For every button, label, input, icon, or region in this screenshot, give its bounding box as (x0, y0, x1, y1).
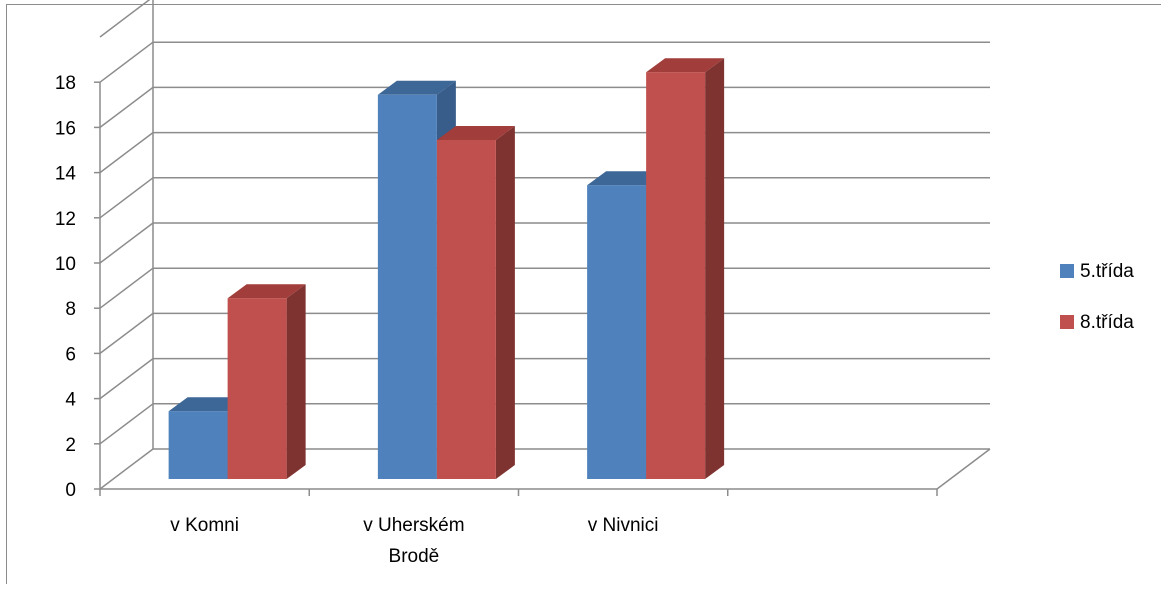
bar-front-face (646, 72, 706, 479)
x-category-label: v Komni (170, 515, 239, 536)
gridline-side (99, 222, 154, 264)
y-tick-label: 4 (65, 390, 76, 411)
gridline-side (99, 132, 154, 174)
y-tick-label: 14 (55, 164, 77, 185)
chart-frame (6, 4, 1161, 584)
bar-side-face (495, 126, 515, 479)
legend-label: 5.třída (1080, 261, 1134, 282)
bar-front-face (227, 298, 287, 479)
legend-label: 8.třída (1080, 312, 1134, 333)
gridline-side (99, 267, 154, 309)
gridline-side (99, 403, 154, 445)
y-tick-label: 10 (55, 254, 76, 275)
bar-front-face (168, 411, 228, 479)
bar-top-face (587, 171, 666, 186)
x-category-label: v Uherském (363, 515, 464, 536)
y-tick-label: 18 (55, 73, 76, 94)
bar-top-face (646, 58, 725, 73)
bar-top-face (227, 284, 306, 299)
bar-top-face (377, 80, 456, 95)
bar-side-face (705, 58, 725, 479)
bar (227, 284, 306, 479)
bar-top-face (436, 126, 515, 140)
y-tick-label: 8 (65, 299, 76, 320)
chart-walls (99, 0, 154, 489)
gridline-side (99, 312, 154, 354)
axes (94, 81, 991, 496)
floor-right-edge (936, 448, 991, 490)
bar-front-face (377, 94, 437, 480)
gridline-side (99, 41, 154, 83)
bar-front-face (436, 140, 496, 479)
gridline-side (99, 177, 154, 219)
gridline-side (99, 448, 154, 490)
gridlines (99, 0, 990, 490)
y-axis-tick-labels: 0 2 4 6 8 10 12 14 16 18 (55, 73, 77, 501)
gridline-side (99, 0, 151, 38)
y-tick-label: 0 (65, 480, 76, 501)
legend-swatch (1060, 264, 1074, 278)
bar-front-face (587, 185, 647, 479)
gridline-side (99, 358, 154, 400)
y-tick-label: 12 (55, 209, 76, 230)
gridline-side (99, 86, 154, 128)
x-category-label: v Nivnici (588, 515, 659, 536)
y-tick-label: 6 (65, 344, 76, 365)
y-tick-label: 2 (65, 435, 76, 456)
bar (436, 126, 515, 479)
bars (168, 58, 725, 480)
x-axis-category-labels: v Komni v Uherském Brodě v Nivnici (170, 515, 658, 567)
bar-side-face (286, 284, 306, 479)
bar (646, 58, 725, 479)
y-tick-label: 16 (55, 118, 76, 139)
x-category-label: Brodě (389, 546, 440, 567)
bar-top-face (168, 397, 247, 412)
legend-swatch (1060, 315, 1074, 329)
legend: 5.třída 8.třída (1060, 261, 1134, 333)
